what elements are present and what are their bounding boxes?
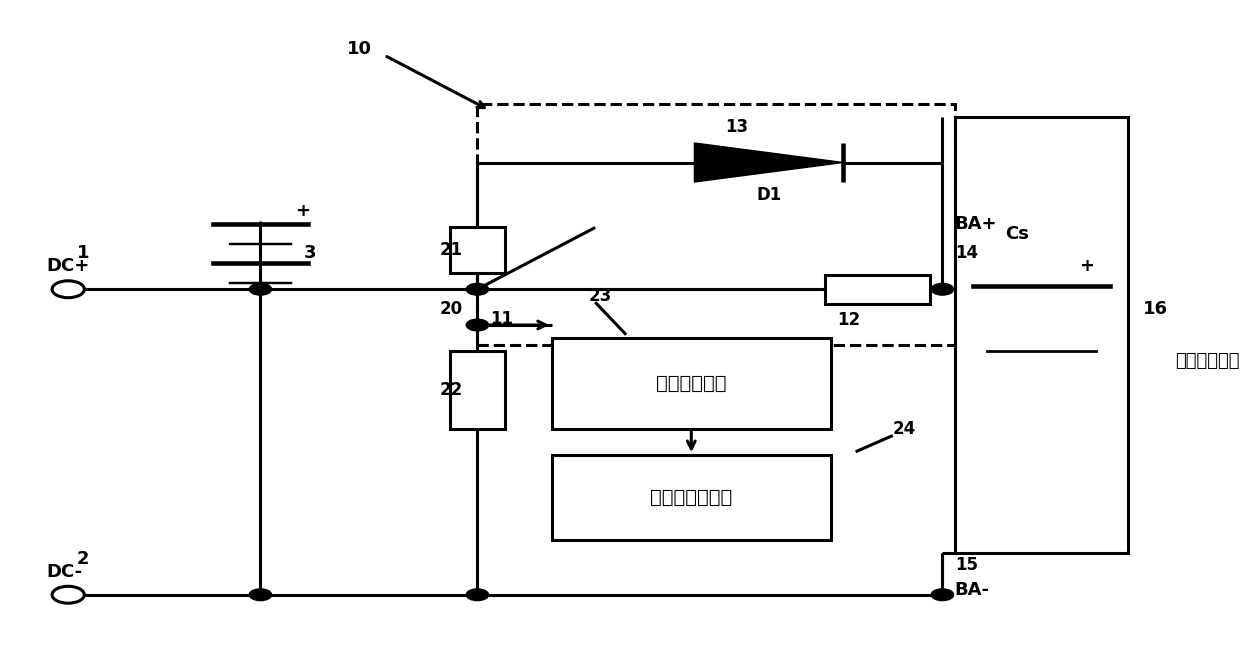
Text: 12: 12 bbox=[837, 311, 861, 330]
Bar bbox=[955, 117, 1128, 552]
Text: 24: 24 bbox=[893, 420, 916, 438]
Bar bbox=[552, 455, 831, 540]
Circle shape bbox=[52, 281, 84, 298]
Bar bbox=[450, 351, 505, 429]
Text: 13: 13 bbox=[725, 118, 749, 136]
Polygon shape bbox=[694, 143, 843, 182]
Text: 20: 20 bbox=[439, 300, 463, 318]
Text: BA+: BA+ bbox=[955, 215, 997, 233]
Text: 10: 10 bbox=[347, 40, 372, 58]
Text: 11: 11 bbox=[490, 309, 513, 328]
Text: 21: 21 bbox=[439, 241, 463, 259]
Text: 14: 14 bbox=[955, 244, 978, 263]
Circle shape bbox=[931, 283, 954, 295]
Text: 1: 1 bbox=[77, 244, 89, 263]
Text: 超级电容模块: 超级电容模块 bbox=[1176, 352, 1240, 370]
Text: DC+: DC+ bbox=[46, 257, 89, 276]
Text: 2: 2 bbox=[77, 550, 89, 568]
Circle shape bbox=[931, 589, 954, 601]
Text: D1: D1 bbox=[756, 186, 781, 204]
Text: +: + bbox=[1079, 257, 1094, 276]
Text: Cs: Cs bbox=[1004, 225, 1029, 243]
Circle shape bbox=[466, 283, 489, 295]
Text: +: + bbox=[295, 202, 310, 220]
Text: 22: 22 bbox=[439, 381, 463, 399]
Text: 数字信号处理器: 数字信号处理器 bbox=[650, 488, 733, 507]
Text: DC-: DC- bbox=[46, 563, 82, 581]
Text: 15: 15 bbox=[955, 556, 978, 575]
Circle shape bbox=[52, 586, 84, 603]
Text: 3: 3 bbox=[304, 244, 316, 263]
Circle shape bbox=[249, 589, 272, 601]
Text: 电压检测单元: 电压检测单元 bbox=[656, 374, 727, 393]
Circle shape bbox=[249, 283, 272, 295]
Bar bbox=[477, 104, 955, 344]
Bar bbox=[552, 338, 831, 429]
Circle shape bbox=[466, 319, 489, 331]
Bar bbox=[450, 227, 505, 273]
Text: 23: 23 bbox=[589, 287, 613, 305]
Text: BA-: BA- bbox=[955, 580, 990, 599]
Polygon shape bbox=[694, 143, 843, 182]
Circle shape bbox=[466, 589, 489, 601]
Bar bbox=[825, 274, 930, 304]
Text: 16: 16 bbox=[1143, 300, 1168, 318]
